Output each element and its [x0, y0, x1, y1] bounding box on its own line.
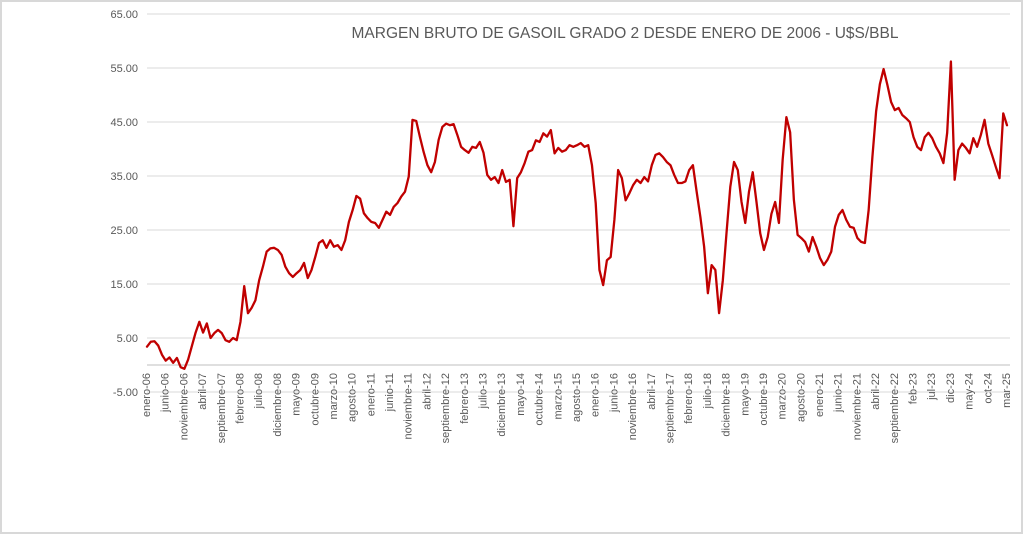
- y-tick-label: 55.00: [110, 63, 138, 75]
- x-tick-label: oct-24: [982, 373, 994, 404]
- x-tick-label: enero-06: [141, 373, 153, 417]
- x-tick-label: julio-13: [478, 373, 490, 409]
- x-tick-label: noviembre-06: [178, 373, 190, 440]
- x-tick-label: feb-23: [908, 373, 920, 404]
- x-tick-label: julio-08: [253, 373, 265, 409]
- x-tick-label: enero-11: [365, 373, 377, 416]
- x-tick-label: junio-16: [608, 373, 620, 413]
- x-tick-label: junio-06: [160, 373, 172, 413]
- gridlines: [147, 13, 1010, 393]
- x-tick-label: junio-11: [384, 373, 396, 412]
- x-tick-label: abril-07: [197, 373, 209, 410]
- y-tick-label: 65.00: [110, 9, 138, 21]
- y-tick-label: 45.00: [110, 117, 138, 129]
- x-tick-label: noviembre-21: [851, 373, 863, 440]
- y-tick-label: 25.00: [110, 225, 138, 237]
- x-tick-label: dic-23: [945, 373, 957, 403]
- x-tick-label: octubre-14: [534, 373, 546, 426]
- x-tick-label: septiembre-22: [889, 373, 901, 443]
- x-tick-label: septiembre-17: [664, 373, 676, 443]
- x-tick-label: diciembre-08: [272, 373, 284, 437]
- x-tick-label: febrero-13: [459, 373, 471, 424]
- y-tick-label: 5.00: [117, 333, 138, 345]
- x-tick-label: septiembre-07: [216, 373, 228, 443]
- x-tick-label: noviembre-16: [627, 373, 639, 440]
- x-tick-label: marzo-15: [552, 373, 564, 419]
- x-tick-label: diciembre-18: [721, 373, 733, 437]
- x-tick-label: mayo-09: [291, 373, 303, 416]
- y-tick-label: -5.00: [113, 387, 138, 399]
- x-tick-label: junio-21: [833, 373, 845, 413]
- x-tick-label: agosto-20: [795, 373, 807, 422]
- x-tick-label: enero-21: [814, 373, 826, 417]
- x-tick-label: mayo-19: [739, 373, 751, 416]
- chart-title: MARGEN BRUTO DE GASOIL GRADO 2 DESDE ENE…: [352, 25, 899, 42]
- y-tick-label: 15.00: [110, 279, 138, 291]
- data-line-series: [145, 60, 1009, 370]
- x-tick-label: agosto-10: [347, 373, 359, 422]
- x-tick-label: septiembre-12: [440, 373, 452, 443]
- x-tick-label: abril-12: [421, 373, 433, 410]
- x-tick-label: octubre-09: [309, 373, 321, 426]
- x-tick-label: mar-25: [1001, 373, 1013, 408]
- x-tick-label: mayo-14: [515, 373, 527, 416]
- x-tick-label: noviembre-11: [403, 373, 415, 439]
- x-tick-label: febrero-08: [234, 373, 246, 424]
- x-tick-label: jul-23: [926, 373, 938, 401]
- x-tick-label: diciembre-13: [496, 373, 508, 437]
- x-tick-label: marzo-10: [328, 373, 340, 419]
- x-tick-label: julio-18: [702, 373, 714, 409]
- y-tick-label: 35.00: [110, 171, 138, 183]
- x-tick-label: febrero-18: [683, 373, 695, 424]
- x-tick-label: abril-22: [870, 373, 882, 410]
- x-tick-label: agosto-15: [571, 373, 583, 422]
- x-tick-label: abril-17: [646, 373, 658, 410]
- x-axis-labels: enero-06 junio-06 noviembre-06 abril-07 sept…: [141, 373, 1013, 443]
- x-tick-label: octubre-19: [758, 373, 770, 426]
- x-tick-label: marzo-20: [777, 373, 789, 419]
- y-axis-labels: 65.00 55.00 45.00 35.00 25.00 15.00 5.00 -5.00: [110, 9, 138, 399]
- x-tick-label: may-24: [964, 373, 976, 410]
- x-tick-label: enero-16: [590, 373, 602, 417]
